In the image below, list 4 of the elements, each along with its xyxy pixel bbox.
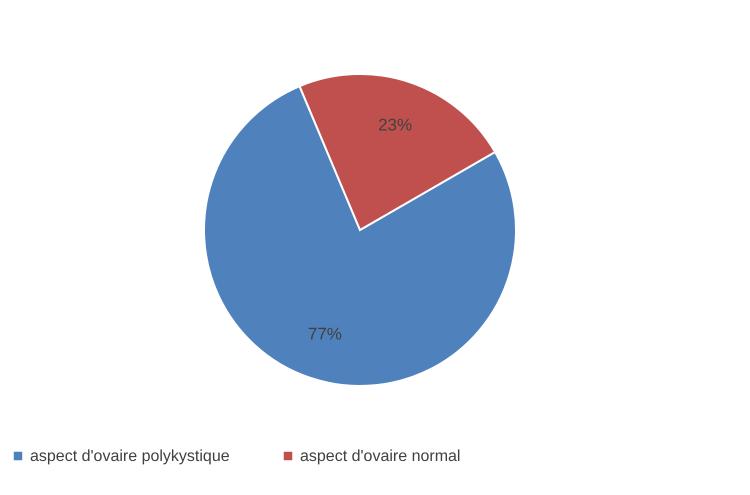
legend-label: aspect d'ovaire normal	[300, 448, 460, 465]
data-label: 77%	[308, 324, 342, 344]
data-label: 23%	[378, 116, 412, 135]
legend-label: aspect d'ovaire polykystique	[30, 448, 230, 465]
